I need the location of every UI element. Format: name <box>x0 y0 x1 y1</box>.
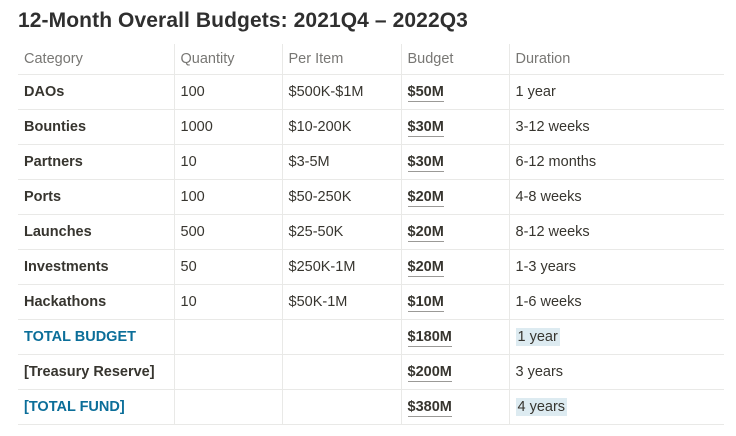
cell-duration[interactable]: 4-8 weeks <box>509 179 724 215</box>
cell-duration[interactable]: 6-12 months <box>509 144 724 180</box>
total-budget-row: TOTAL BUDGET $180M 1 year <box>18 319 724 355</box>
cell-per-item[interactable] <box>282 389 402 425</box>
cell-quantity[interactable]: 100 <box>174 179 283 215</box>
cell-duration[interactable]: 1 year <box>509 74 724 110</box>
cell-duration[interactable]: 4 years <box>509 389 724 425</box>
total-fund-row: [TOTAL FUND] $380M 4 years <box>18 389 724 425</box>
page-title: 12-Month Overall Budgets: 2021Q4 – 2022Q… <box>18 9 468 32</box>
table-row: Partners 10 $3-5M $30M 6-12 months <box>18 144 724 180</box>
budget-value: $30M <box>407 119 444 137</box>
budget-value: $20M <box>407 189 444 207</box>
table-row: Investments 50 $250K-1M $20M 1-3 years <box>18 249 724 285</box>
cell-category[interactable]: Launches <box>18 214 175 250</box>
header-quantity[interactable]: Quantity <box>174 44 283 75</box>
cell-budget[interactable]: $50M <box>401 74 510 110</box>
cell-duration[interactable]: 1 year <box>509 319 724 355</box>
header-per-item[interactable]: Per Item <box>282 44 402 75</box>
cell-budget[interactable]: $30M <box>401 144 510 180</box>
cell-budget[interactable]: $20M <box>401 249 510 285</box>
table-row: Launches 500 $25-50K $20M 8-12 weeks <box>18 214 724 250</box>
table-row: Hackathons 10 $50K-1M $10M 1-6 weeks <box>18 284 724 320</box>
budget-value: $30M <box>407 154 444 172</box>
header-budget[interactable]: Budget <box>401 44 510 75</box>
cell-per-item[interactable]: $500K-$1M <box>282 74 402 110</box>
cell-duration[interactable]: 1-6 weeks <box>509 284 724 320</box>
budget-value: $20M <box>407 224 444 242</box>
cell-per-item[interactable] <box>282 354 402 390</box>
highlighted-duration: 4 years <box>515 398 568 416</box>
cell-budget[interactable]: $20M <box>401 214 510 250</box>
cell-duration[interactable]: 3-12 weeks <box>509 109 724 145</box>
cell-category[interactable]: DAOs <box>18 74 175 110</box>
cell-category[interactable]: Bounties <box>18 109 175 145</box>
cell-budget[interactable]: $10M <box>401 284 510 320</box>
cell-category[interactable]: Investments <box>18 249 175 285</box>
cell-per-item[interactable]: $50K-1M <box>282 284 402 320</box>
cell-category[interactable]: [Treasury Reserve] <box>18 354 175 390</box>
cell-quantity[interactable] <box>174 319 283 355</box>
cell-per-item[interactable]: $50-250K <box>282 179 402 215</box>
cell-budget[interactable]: $380M <box>401 389 510 425</box>
treasury-reserve-row: [Treasury Reserve] $200M 3 years <box>18 354 724 390</box>
table-row: Ports 100 $50-250K $20M 4-8 weeks <box>18 179 724 215</box>
cell-per-item[interactable]: $10-200K <box>282 109 402 145</box>
cell-category[interactable]: [TOTAL FUND] <box>18 389 175 425</box>
budget-value: $200M <box>407 364 452 382</box>
cell-duration[interactable]: 8-12 weeks <box>509 214 724 250</box>
table-row: Bounties 1000 $10-200K $30M 3-12 weeks <box>18 109 724 145</box>
cell-quantity[interactable] <box>174 389 283 425</box>
cell-budget[interactable]: $180M <box>401 319 510 355</box>
table-header-row: Category Quantity Per Item Budget Durati… <box>18 44 724 75</box>
budget-value: $20M <box>407 259 444 277</box>
cell-quantity[interactable]: 50 <box>174 249 283 285</box>
budget-value: $10M <box>407 294 444 312</box>
cell-budget[interactable]: $200M <box>401 354 510 390</box>
cell-quantity[interactable]: 100 <box>174 74 283 110</box>
cell-quantity[interactable]: 500 <box>174 214 283 250</box>
cell-per-item[interactable]: $25-50K <box>282 214 402 250</box>
header-category[interactable]: Category <box>18 44 175 75</box>
budget-value: $50M <box>407 84 444 102</box>
cell-duration[interactable]: 1-3 years <box>509 249 724 285</box>
budget-value: $180M <box>407 329 452 347</box>
cell-budget[interactable]: $30M <box>401 109 510 145</box>
cell-quantity[interactable] <box>174 354 283 390</box>
cell-category[interactable]: Partners <box>18 144 175 180</box>
cell-per-item[interactable]: $3-5M <box>282 144 402 180</box>
cell-per-item[interactable] <box>282 319 402 355</box>
cell-duration[interactable]: 3 years <box>509 354 724 390</box>
highlighted-duration: 1 year <box>515 328 560 346</box>
cell-category[interactable]: Ports <box>18 179 175 215</box>
cell-quantity[interactable]: 10 <box>174 144 283 180</box>
table-row: DAOs 100 $500K-$1M $50M 1 year <box>18 74 724 110</box>
cell-quantity[interactable]: 10 <box>174 284 283 320</box>
cell-per-item[interactable]: $250K-1M <box>282 249 402 285</box>
cell-budget[interactable]: $20M <box>401 179 510 215</box>
cell-category[interactable]: Hackathons <box>18 284 175 320</box>
cell-category[interactable]: TOTAL BUDGET <box>18 319 175 355</box>
header-duration[interactable]: Duration <box>509 44 724 75</box>
budget-table: Category Quantity Per Item Budget Durati… <box>18 44 724 425</box>
cell-quantity[interactable]: 1000 <box>174 109 283 145</box>
budget-value: $380M <box>407 399 452 417</box>
